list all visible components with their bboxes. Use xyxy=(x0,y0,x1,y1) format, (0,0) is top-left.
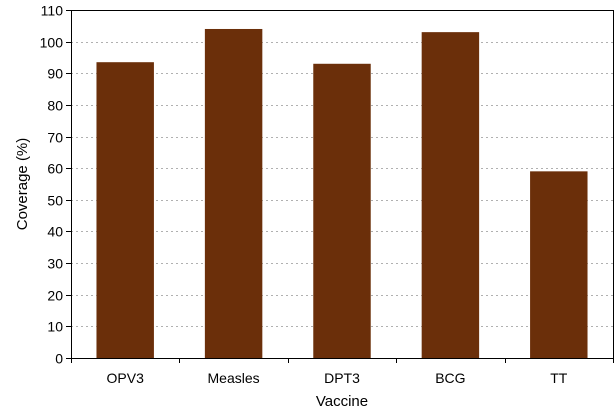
x-tick-label: OPV3 xyxy=(107,370,145,386)
y-axis-title: Coverage (%) xyxy=(14,138,31,231)
bar-bcg xyxy=(421,32,480,359)
bars xyxy=(96,28,588,359)
y-tick-label: 40 xyxy=(47,224,63,240)
y-tick-label: 110 xyxy=(41,3,64,19)
y-axis: 0 10 20 30 40 50 60 70 80 90 100 110 xyxy=(40,3,71,367)
plot-frame xyxy=(71,10,614,359)
y-tick-label: 20 xyxy=(47,288,63,304)
y-tick-label: 50 xyxy=(47,193,63,209)
y-tick-label: 80 xyxy=(47,98,63,114)
y-tick-label: 30 xyxy=(47,256,63,272)
bar-opv3 xyxy=(96,62,154,358)
y-tick-label: 100 xyxy=(40,35,64,51)
x-tick-label: BCG xyxy=(435,370,465,386)
bar-tt xyxy=(530,171,588,358)
x-tick-label: TT xyxy=(550,370,568,386)
bar-dpt3 xyxy=(313,63,371,358)
y-tick-label: 0 xyxy=(55,351,63,367)
x-axis: OPV3 Measles DPT3 BCG TT xyxy=(71,358,614,386)
x-tick-label: Measles xyxy=(208,370,260,386)
y-tick-label: 10 xyxy=(47,319,63,335)
y-tick-label: 60 xyxy=(47,161,63,177)
x-tick-label: DPT3 xyxy=(324,370,360,386)
y-tick-label: 90 xyxy=(47,66,63,82)
bar-measles xyxy=(204,28,263,359)
y-tick-label: 70 xyxy=(47,130,63,146)
x-axis-title: Vaccine xyxy=(316,393,368,410)
